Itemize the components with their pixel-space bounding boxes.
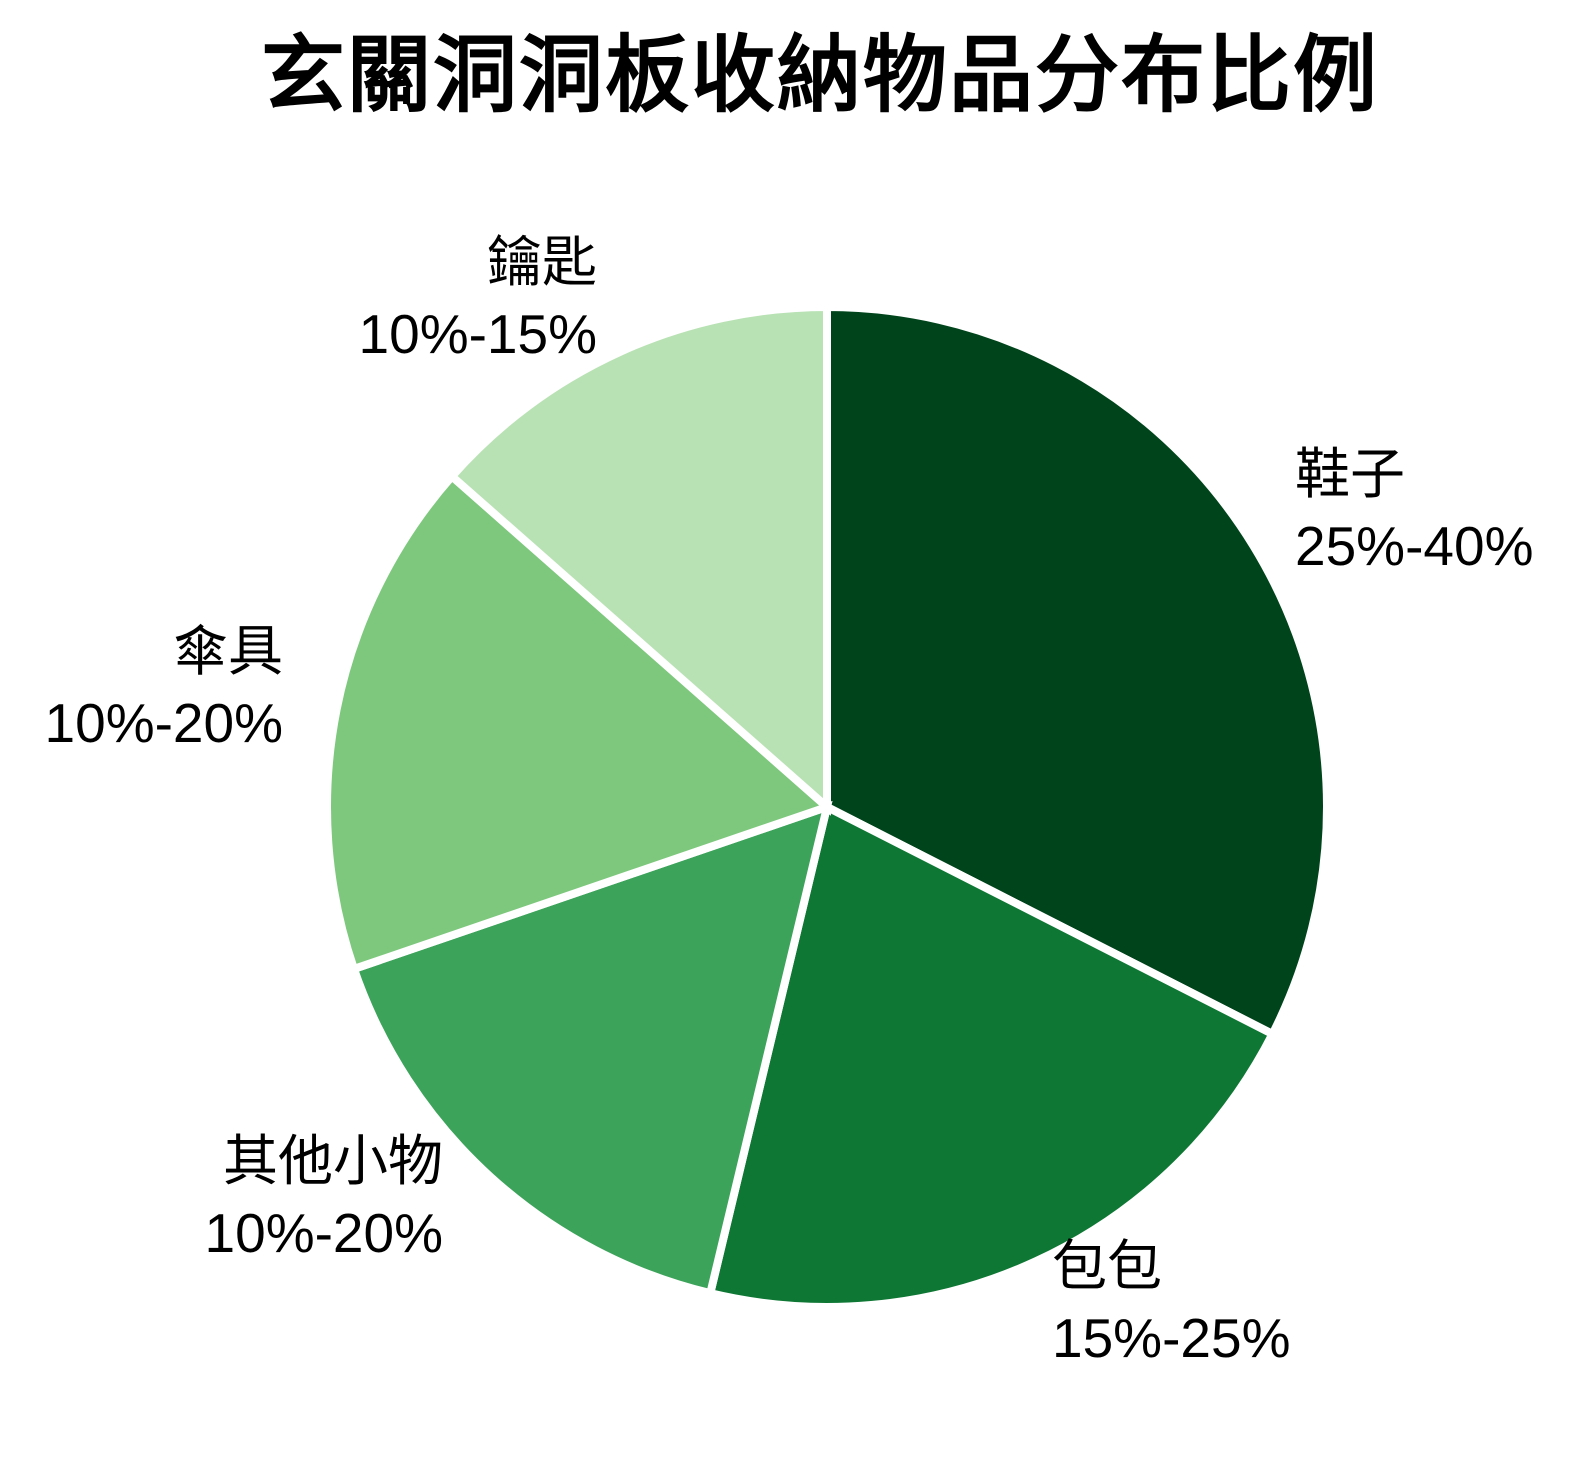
slice-label-umbrellas: 傘具 10%-20% (45, 615, 283, 759)
pie-slice-0 (823, 302, 1331, 1040)
pie-slice-1 (705, 801, 1278, 1311)
slice-label-other-items-range: 10%-20% (204, 1202, 443, 1264)
slice-label-other-items-name: 其他小物 (222, 1130, 443, 1192)
pie-slice-3 (323, 470, 835, 975)
slice-label-keys-name: 鑰匙 (486, 231, 597, 293)
slice-label-shoes-range: 25%-40% (1295, 515, 1534, 577)
slice-label-bags: 包包 15%-25% (1052, 1230, 1290, 1374)
slice-label-shoes-name: 鞋子 (1295, 443, 1406, 505)
slice-label-other-items: 其他小物 10%-20% (205, 1125, 443, 1269)
slice-label-shoes: 鞋子 25%-40% (1295, 438, 1533, 582)
chart-title: 玄關洞洞板收納物品分布比例 (260, 28, 1379, 122)
slice-label-umbrellas-name: 傘具 (172, 620, 283, 682)
slice-label-keys-range: 10%-15% (358, 303, 597, 365)
pie-slice-4 (446, 302, 831, 816)
slice-label-bags-range: 15%-25% (1052, 1307, 1291, 1369)
slice-label-bags-name: 包包 (1052, 1235, 1163, 1297)
slice-label-umbrellas-range: 10%-20% (44, 692, 283, 754)
slice-label-keys: 鑰匙 10%-15% (359, 226, 597, 370)
